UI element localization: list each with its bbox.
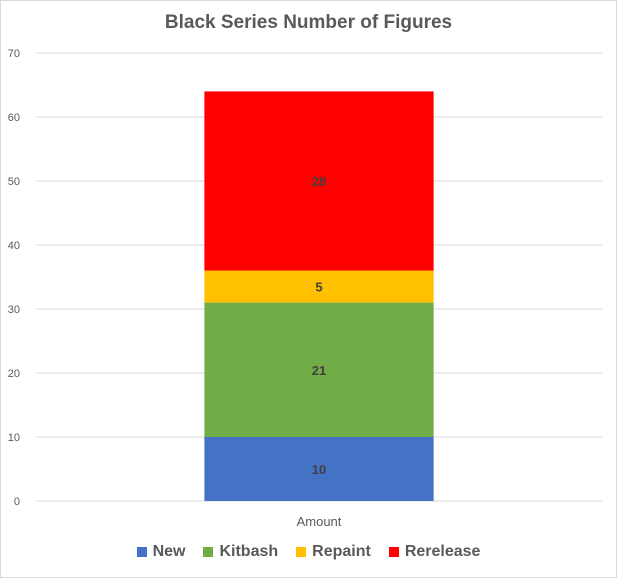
y-tick-label: 30 [8, 304, 20, 316]
legend-item-repaint: Repaint [296, 543, 371, 561]
data-label-new: 10 [312, 462, 326, 477]
x-category-label: Amount [297, 514, 342, 529]
bar-chart: 0 10 20 30 40 50 60 70 10 21 5 28 Amount [8, 48, 602, 529]
bar-segment-repaint [204, 270, 434, 303]
y-tick-label: 60 [8, 112, 20, 124]
legend-item-new: New [136, 543, 186, 561]
y-tick-label: 70 [8, 48, 20, 60]
chart-title: Black Series Number of Figures [164, 12, 453, 33]
y-tick-label: 50 [8, 176, 20, 188]
legend-swatch [136, 547, 147, 557]
legend-item-rerelease: Rerelease [388, 543, 481, 561]
legend-label: Repaint [312, 543, 371, 560]
data-label-rerelease: 28 [312, 174, 326, 189]
legend-swatch [203, 547, 214, 557]
chart-legend: New Kitbash Repaint Rerelease [0, 543, 617, 561]
y-tick-label: 40 [8, 240, 20, 252]
y-tick-label: 0 [14, 496, 20, 508]
bar-segment-kitbash [204, 302, 434, 437]
legend-item-kitbash: Kitbash [203, 543, 278, 561]
bar-segment-new [204, 437, 434, 501]
legend-label: Rerelease [404, 543, 481, 560]
data-label-repaint: 5 [315, 280, 322, 295]
bar-segment-rerelease [204, 91, 434, 271]
legend-label: New [152, 543, 186, 560]
y-tick-label: 20 [8, 368, 20, 380]
y-tick-label: 10 [8, 432, 20, 444]
data-label-kitbash: 21 [312, 363, 326, 378]
legend-label: Kitbash [219, 543, 279, 560]
legend-swatch [388, 547, 399, 557]
legend-swatch [296, 547, 307, 557]
